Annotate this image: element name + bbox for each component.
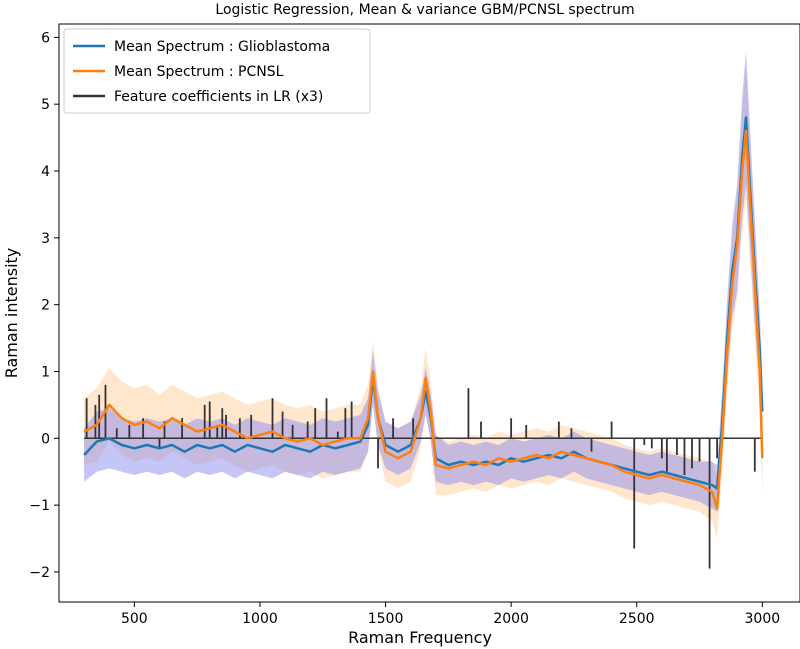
- x-tick-label: 2000: [493, 611, 529, 627]
- y-tick-label: 6: [41, 30, 50, 46]
- mean-lines: [83, 116, 764, 510]
- x-axis-label: Raman Frequency: [348, 628, 492, 647]
- feature-coefficients-layer: [84, 384, 763, 569]
- variance-band-pcnsl: [84, 64, 763, 539]
- x-tick-label: 3000: [745, 611, 781, 627]
- legend-box: [63, 28, 371, 114]
- y-tick-label: 3: [41, 231, 50, 247]
- mean-line-pcnsl: [83, 129, 764, 510]
- y-axis-ticks: −2 −1 0 1 2 3 4 5 6: [29, 30, 59, 581]
- legend-label-feature-coefficients: Feature coefficients in LR (x3): [114, 89, 323, 105]
- y-tick-label: 1: [41, 364, 50, 380]
- chart-title: Logistic Regression, Mean & variance GBM…: [215, 2, 634, 18]
- legend: Mean Spectrum : Glioblastoma Mean Spectr…: [63, 28, 371, 114]
- legend-label-pcnsl: Mean Spectrum : PCNSL: [114, 64, 284, 80]
- variance-bands: [84, 50, 763, 539]
- x-axis-ticks: 500 1000 1500 2000 2500 3000: [121, 602, 780, 627]
- y-tick-label: 2: [41, 298, 50, 314]
- legend-label-glioblastoma: Mean Spectrum : Glioblastoma: [114, 39, 330, 55]
- x-tick-label: 1500: [368, 611, 404, 627]
- x-tick-label: 500: [121, 611, 148, 627]
- mean-line-glioblastoma: [83, 116, 764, 490]
- y-tick-label: 4: [41, 164, 50, 180]
- variance-band-glioblastoma: [84, 50, 763, 512]
- y-tick-label: −1: [29, 498, 50, 514]
- y-tick-label: 0: [41, 431, 50, 447]
- y-tick-label: −2: [29, 565, 50, 581]
- y-tick-label: 5: [41, 97, 50, 113]
- x-tick-label: 2500: [619, 611, 655, 627]
- x-tick-label: 1000: [242, 611, 278, 627]
- plot-area: [58, 23, 800, 603]
- y-axis-label: Raman intensity: [2, 248, 21, 379]
